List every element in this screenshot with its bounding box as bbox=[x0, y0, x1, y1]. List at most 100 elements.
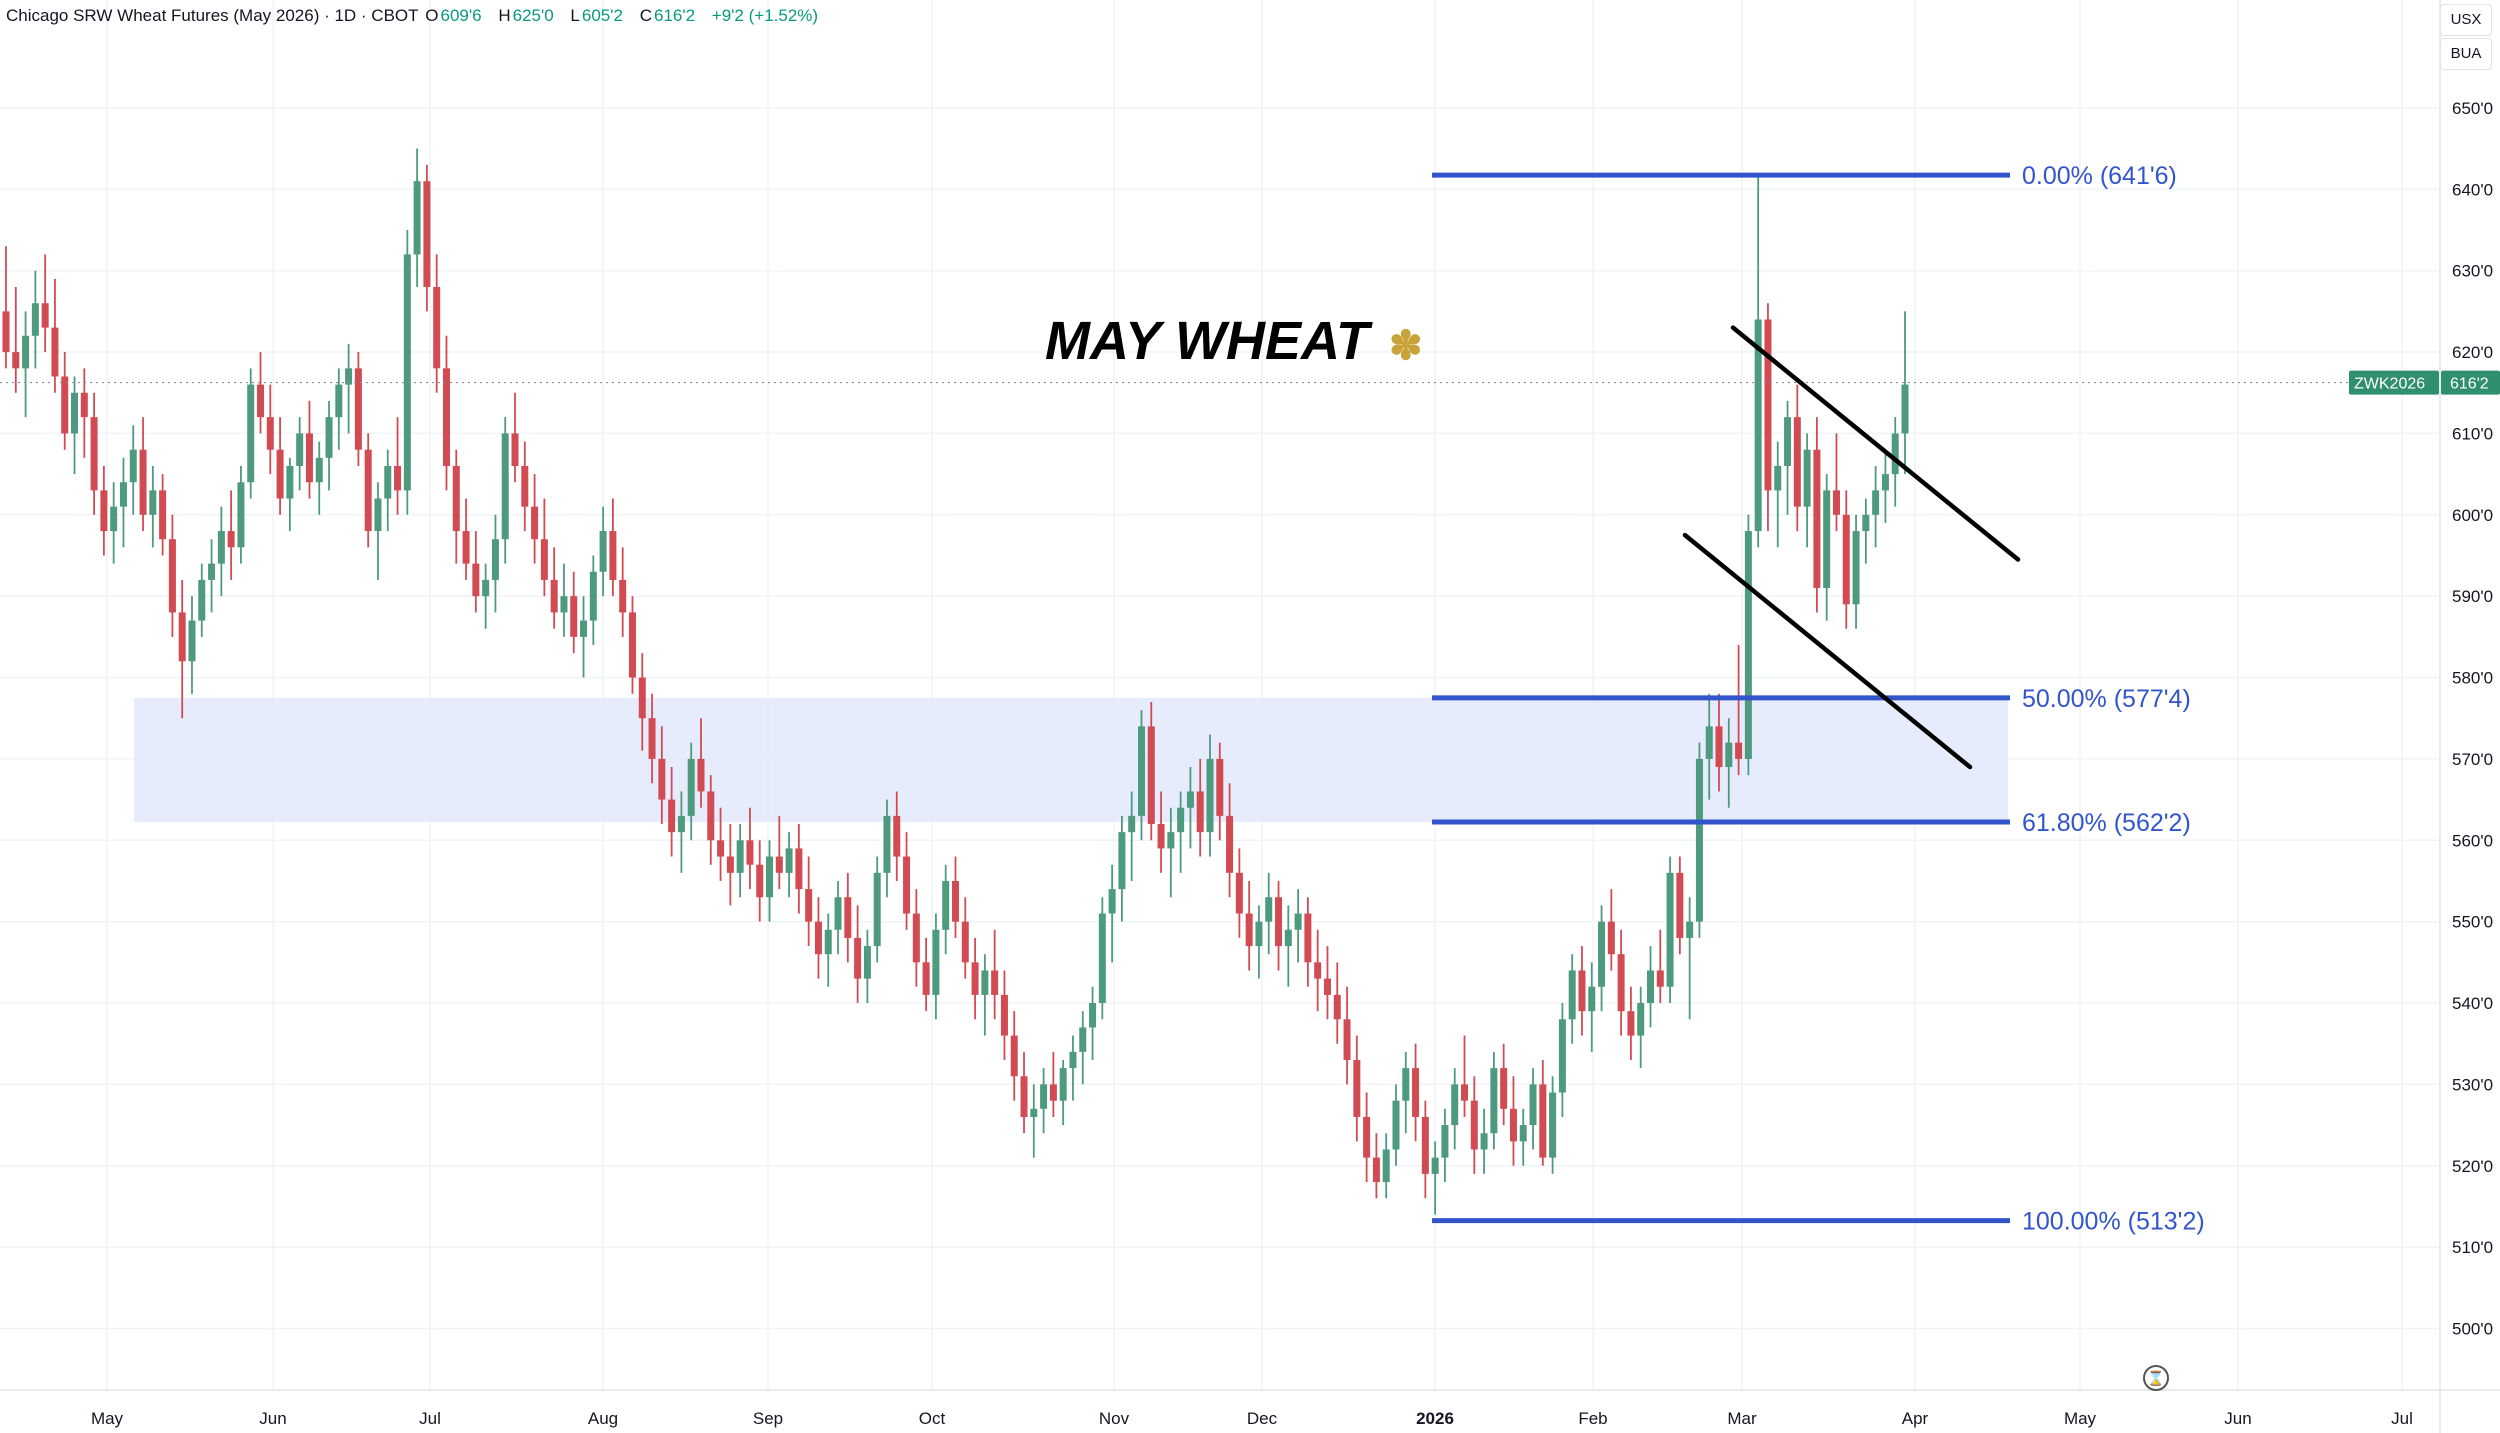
time-axis-label: 2026 bbox=[1416, 1409, 1454, 1428]
candle-body bbox=[795, 848, 803, 890]
candle-body bbox=[1509, 1108, 1517, 1142]
candle-body bbox=[677, 815, 685, 833]
unit-button[interactable]: BUA bbox=[2440, 38, 2492, 70]
candle-body bbox=[912, 913, 920, 963]
candle-body bbox=[1461, 1084, 1469, 1101]
candle-body bbox=[834, 897, 842, 930]
candle-body bbox=[1108, 889, 1116, 914]
wheat-icon: ✽ bbox=[1388, 324, 1423, 368]
candle-body bbox=[707, 791, 715, 841]
candle-body bbox=[687, 758, 695, 816]
candle-body bbox=[1000, 994, 1008, 1036]
candle-body bbox=[1402, 1068, 1410, 1101]
candle-body bbox=[41, 303, 49, 328]
candle-body bbox=[756, 864, 764, 898]
candle-body bbox=[1157, 824, 1165, 849]
fib-level-label: 61.80% (562'2) bbox=[2022, 809, 2191, 837]
close-label: C bbox=[639, 6, 652, 25]
candle-body bbox=[726, 856, 734, 873]
price-axis-label: 600'0 bbox=[2452, 506, 2493, 525]
candle-body bbox=[1049, 1084, 1057, 1101]
candle-body bbox=[188, 620, 196, 662]
candle-body bbox=[149, 490, 157, 515]
candle-body bbox=[1539, 1084, 1547, 1158]
candle-body bbox=[1451, 1084, 1459, 1126]
fib-level-label: 50.00% (577'4) bbox=[2022, 685, 2191, 713]
high-value: 625'0 bbox=[512, 6, 554, 25]
candle-body bbox=[1490, 1068, 1498, 1134]
candle-body bbox=[697, 758, 705, 792]
candle-body bbox=[746, 840, 754, 865]
time-axis-label: Jun bbox=[2224, 1409, 2251, 1428]
candle-body bbox=[1500, 1068, 1508, 1109]
candle-body bbox=[501, 433, 509, 540]
price-axis-label: 610'0 bbox=[2452, 424, 2493, 443]
candle-body bbox=[1676, 872, 1684, 938]
candle-body bbox=[266, 417, 274, 450]
candle-body bbox=[971, 962, 979, 995]
candle-body bbox=[550, 579, 558, 613]
low-label: L bbox=[570, 6, 580, 25]
candle-body bbox=[717, 840, 725, 857]
price-axis-label: 560'0 bbox=[2452, 831, 2493, 850]
candle-body bbox=[12, 352, 20, 369]
candle-body bbox=[540, 539, 548, 580]
time-axis-label: Nov bbox=[1099, 1409, 1130, 1428]
chart-annotation: MAY WHEAT ✽ bbox=[1045, 310, 1423, 372]
candle-body bbox=[1764, 319, 1772, 491]
time-axis-label: Mar bbox=[1727, 1409, 1757, 1428]
candle-body bbox=[217, 531, 225, 564]
candle-body bbox=[873, 872, 881, 947]
candle-body bbox=[619, 579, 627, 613]
candle-body bbox=[863, 946, 871, 979]
candle-body bbox=[1089, 1003, 1097, 1028]
candle-body bbox=[1323, 978, 1331, 995]
candle-body bbox=[61, 376, 69, 434]
candle-body bbox=[1607, 921, 1615, 955]
candle-body bbox=[110, 506, 118, 532]
candle-body bbox=[305, 433, 313, 483]
fib-level-label: 0.00% (641'6) bbox=[2022, 162, 2177, 190]
price-axis-label: 640'0 bbox=[2452, 180, 2493, 199]
annotation-text: MAY WHEAT bbox=[1045, 311, 1369, 371]
candle-body bbox=[403, 254, 411, 491]
candle-body bbox=[932, 929, 940, 995]
price-axis-label: 510'0 bbox=[2452, 1238, 2493, 1257]
candle-body bbox=[903, 856, 911, 914]
candle-body bbox=[286, 465, 294, 499]
candle-body bbox=[198, 579, 206, 621]
candle-body bbox=[521, 465, 529, 507]
time-axis-label: Jul bbox=[419, 1409, 441, 1428]
support-zone bbox=[134, 697, 2008, 822]
candle-body bbox=[2, 311, 10, 353]
candle-body bbox=[1372, 1157, 1380, 1183]
candle-body bbox=[1294, 913, 1302, 930]
time-axis-label: Apr bbox=[1902, 1409, 1929, 1428]
candle-body bbox=[1098, 913, 1106, 1004]
candle-body bbox=[805, 889, 813, 922]
price-axis-label: 550'0 bbox=[2452, 913, 2493, 932]
candle-body bbox=[325, 417, 333, 458]
candle-body bbox=[1275, 897, 1283, 947]
candle-body bbox=[1872, 490, 1880, 515]
candle-body bbox=[22, 335, 30, 369]
candle-body bbox=[315, 457, 323, 483]
candle-body bbox=[1666, 872, 1674, 987]
time-axis-label: May bbox=[91, 1409, 124, 1428]
candle-body bbox=[1245, 913, 1253, 947]
symbol-tag-label: ZWK2026 bbox=[2354, 376, 2425, 393]
currency-button[interactable]: USX bbox=[2440, 4, 2492, 36]
candle-body bbox=[961, 921, 969, 963]
candle-body bbox=[394, 465, 402, 491]
candle-body bbox=[1118, 832, 1126, 890]
candle-body bbox=[814, 921, 822, 955]
candle-body bbox=[1069, 1051, 1077, 1069]
candle-body bbox=[628, 612, 636, 678]
candle-body bbox=[1862, 514, 1870, 532]
candle-body bbox=[296, 433, 304, 466]
candle-body bbox=[658, 758, 666, 800]
timezone-clock-icon[interactable]: ⌛ bbox=[2143, 1365, 2169, 1391]
candle-body bbox=[1470, 1100, 1478, 1150]
candle-body bbox=[1177, 807, 1185, 833]
